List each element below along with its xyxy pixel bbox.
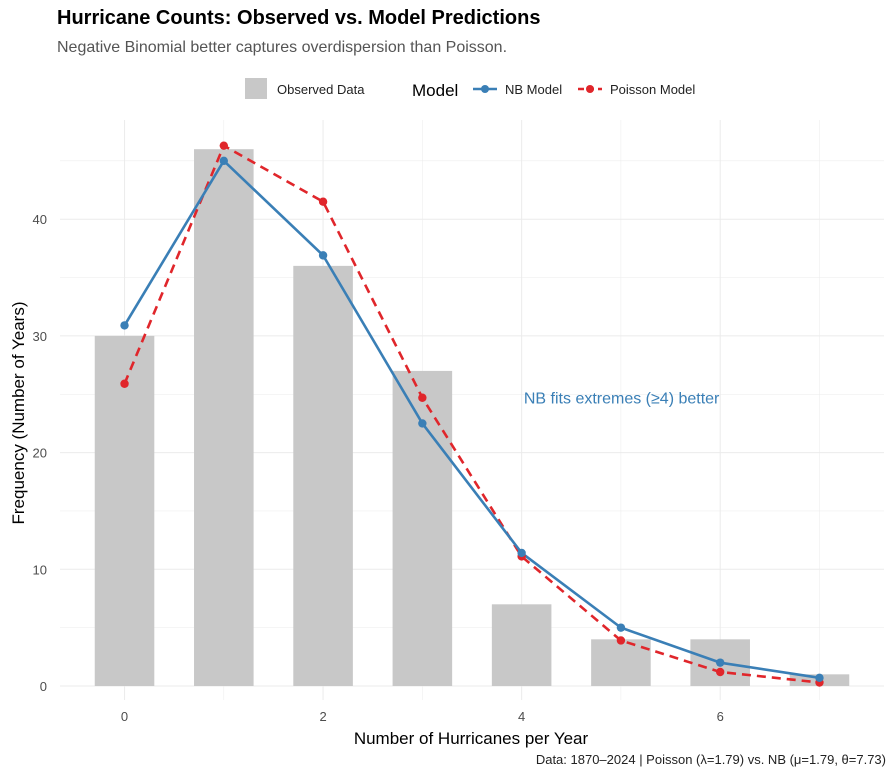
series-point bbox=[616, 623, 626, 632]
observed-bar bbox=[194, 149, 254, 686]
legend-key-observed bbox=[245, 78, 267, 99]
model-lines bbox=[123, 144, 820, 684]
legend: Observed Data Model NB Model Poisson Mod… bbox=[245, 78, 695, 100]
series-point bbox=[120, 321, 129, 330]
legend-key-poisson-point bbox=[586, 85, 594, 93]
gridlines bbox=[60, 120, 884, 700]
series-point bbox=[318, 251, 328, 260]
series-point bbox=[715, 667, 725, 677]
series-point bbox=[815, 673, 824, 683]
y-axis-title: Frequency (Number of Years) bbox=[9, 302, 28, 525]
series-line bbox=[123, 159, 820, 680]
x-tick-label: 4 bbox=[518, 709, 525, 724]
observed-bars bbox=[94, 149, 850, 686]
y-tick-label: 20 bbox=[33, 446, 47, 461]
legend-key-nb-point bbox=[481, 85, 489, 93]
series-line bbox=[123, 144, 820, 684]
series-point bbox=[418, 419, 427, 428]
observed-bar bbox=[591, 639, 651, 686]
legend-label-poisson: Poisson Model bbox=[610, 82, 695, 97]
annotation: NB fits extremes (≥4) better bbox=[524, 391, 720, 408]
legend-label-nb: NB Model bbox=[505, 82, 562, 97]
observed-bar bbox=[392, 370, 453, 686]
x-tick-label: 2 bbox=[319, 709, 326, 724]
series-point bbox=[418, 393, 427, 402]
series-point bbox=[219, 141, 229, 150]
series-point bbox=[715, 658, 725, 667]
legend-label-observed: Observed Data bbox=[277, 82, 365, 97]
chart-title: Hurricane Counts: Observed vs. Model Pre… bbox=[57, 7, 541, 29]
series-point bbox=[616, 636, 626, 645]
x-tick-label: 0 bbox=[121, 709, 128, 724]
observed-bar bbox=[94, 335, 155, 686]
x-axis-title: Number of Hurricanes per Year bbox=[354, 729, 589, 748]
x-axis-ticks: 0 2 4 6 bbox=[121, 709, 724, 724]
y-tick-label: 10 bbox=[33, 562, 47, 577]
observed-bar bbox=[293, 265, 353, 686]
series-point bbox=[517, 548, 526, 558]
legend-title: Model bbox=[412, 81, 458, 100]
series-point bbox=[219, 156, 229, 166]
y-tick-label: 30 bbox=[33, 329, 47, 344]
chart-caption: Data: 1870–2024 | Poisson (λ=1.79) vs. N… bbox=[535, 752, 886, 767]
series-point bbox=[120, 379, 129, 388]
y-tick-label: 0 bbox=[40, 679, 47, 694]
observed-bar bbox=[491, 604, 552, 686]
model-points bbox=[120, 141, 824, 687]
y-tick-label: 40 bbox=[33, 212, 47, 227]
series-point bbox=[318, 197, 328, 206]
chart-subtitle: Negative Binomial better captures overdi… bbox=[57, 39, 508, 56]
x-tick-label: 6 bbox=[717, 709, 724, 724]
y-axis-ticks: 0 10 20 30 40 bbox=[33, 212, 47, 694]
